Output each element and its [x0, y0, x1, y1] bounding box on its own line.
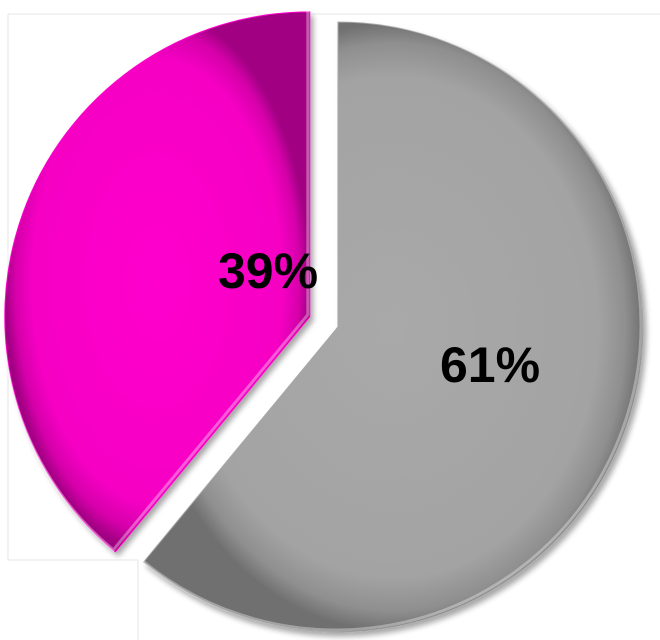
pie-labels: 61% 39%: [218, 243, 540, 393]
pie-slices: [1, 8, 644, 633]
pie-slice-bevel-61: [139, 18, 643, 632]
pie-slice-39: [4, 11, 311, 553]
pie-slice-61: [142, 21, 644, 633]
pie-slice-bevel-39: [1, 8, 310, 552]
slice-label-39: 39%: [218, 243, 318, 299]
slice-label-61: 61%: [440, 337, 540, 393]
